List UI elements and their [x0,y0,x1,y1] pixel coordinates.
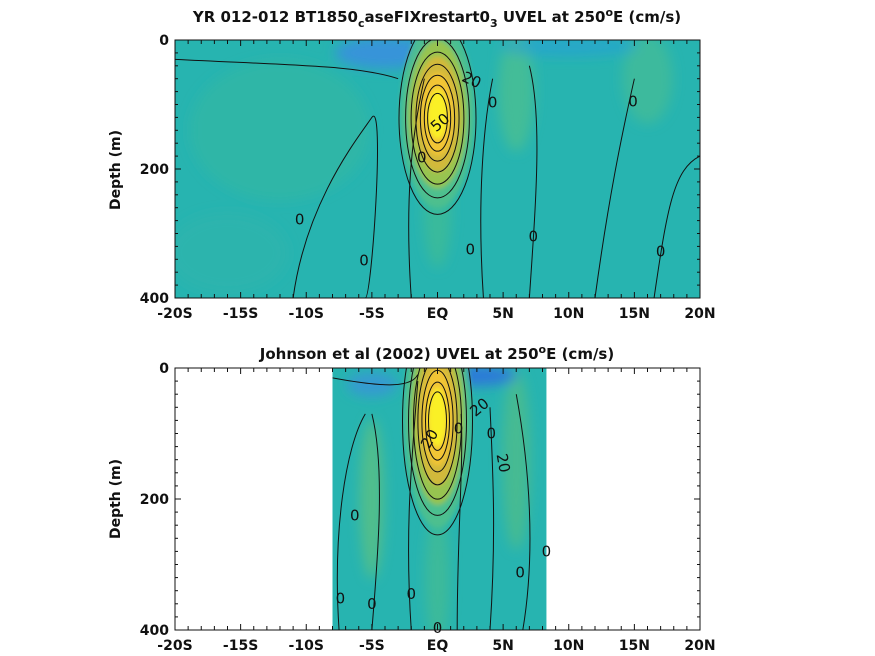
axes: -20S -15S -10S -5S EQ 5N 10N 15N 20N 0 200 400 [140,33,716,322]
y-tick-label: 200 [140,162,169,178]
x-tick-label: 5N [492,306,513,322]
y-tick-label: 0 [159,33,169,49]
velocity-field [332,368,547,630]
contour-label: 0 [628,92,638,110]
x-tick-label: -5S [359,638,385,654]
x-tick-label: -20S [157,306,192,322]
lower-y-axis-label: Depth (m) [108,459,124,539]
zero-contour [528,65,538,298]
contour-label: 0 [350,506,360,524]
zero-contour [371,413,380,630]
x-tick-label: -15S [223,638,258,654]
contour-line [410,51,465,185]
contour-label: 0 [529,228,539,246]
velocity-field [175,40,700,298]
lower-panel: Johnson et al (2002) UVEL at 250oE (cm/s… [108,343,716,654]
x-tick-label: 15N [619,306,650,322]
y-tick-label: 400 [140,623,169,639]
contour-label: 0 [367,595,377,613]
zero-contour [408,381,419,630]
contour-label: 0 [336,590,346,608]
contour-label: 0 [466,241,476,259]
y-tick-label: 400 [140,291,169,307]
contour-line [402,368,473,536]
upper-y-axis-label: Depth (m) [108,130,124,210]
contour-label: 0 [488,94,498,112]
x-tick-label: -15S [223,306,258,322]
contour-label: 0 [515,563,525,581]
y-tick-label: 0 [159,361,169,377]
contour-line [415,63,460,173]
upper-panel: YR 012-012 BT1850caseFIXrestart03 UVEL a… [108,6,716,322]
zero-contour [292,115,378,298]
x-tick-label: 10N [553,306,584,322]
zero-contour [408,78,425,298]
upper-panel-title: YR 012-012 BT1850caseFIXrestart03 UVEL a… [192,6,681,30]
y-tick-label: 200 [140,492,169,508]
zero-contour [594,78,635,298]
zero-contour [653,155,700,298]
contour-label: 0 [417,148,427,166]
contour-line [427,92,448,144]
x-tick-label: EQ [427,306,449,322]
zero-contour [456,413,463,630]
contour-label: 20 [493,452,514,474]
contour-line [398,40,477,215]
x-tick-label: EQ [427,638,449,654]
zero-contour [515,394,531,630]
contour-line [428,391,447,451]
x-tick-label: 20N [684,638,715,654]
contour-line [423,84,452,152]
x-tick-label: -5S [359,306,385,322]
x-tick-label: 10N [553,638,584,654]
contour-label: 0 [295,210,305,228]
x-tick-label: -10S [289,306,324,322]
lower-panel-title: Johnson et al (2002) UVEL at 250oE (cm/s… [259,343,614,363]
contour-line [417,368,458,486]
x-tick-label: -20S [157,638,192,654]
contour-label: 0 [359,252,369,270]
x-tick-label: 20N [684,306,715,322]
contour-line [419,74,456,162]
contour-line [408,368,467,516]
contour-line [425,381,450,461]
contour-label: 0 [454,419,464,437]
contour-label: 0 [656,243,666,261]
x-tick-label: 5N [492,638,513,654]
zero-contour [332,374,419,386]
contour-label: 0 [406,585,416,603]
x-tick-label: 15N [619,638,650,654]
jet-core [403,368,472,528]
contour-label: 0 [542,542,552,560]
contour-lines [332,368,531,630]
zero-contour [480,78,494,298]
x-tick-label: -10S [289,638,324,654]
contour-lines [175,40,700,298]
zero-contour [336,413,366,630]
zero-contour [489,407,495,630]
contour-label: 0 [487,425,497,443]
contour-line [405,40,470,199]
zero-contour [175,58,399,80]
